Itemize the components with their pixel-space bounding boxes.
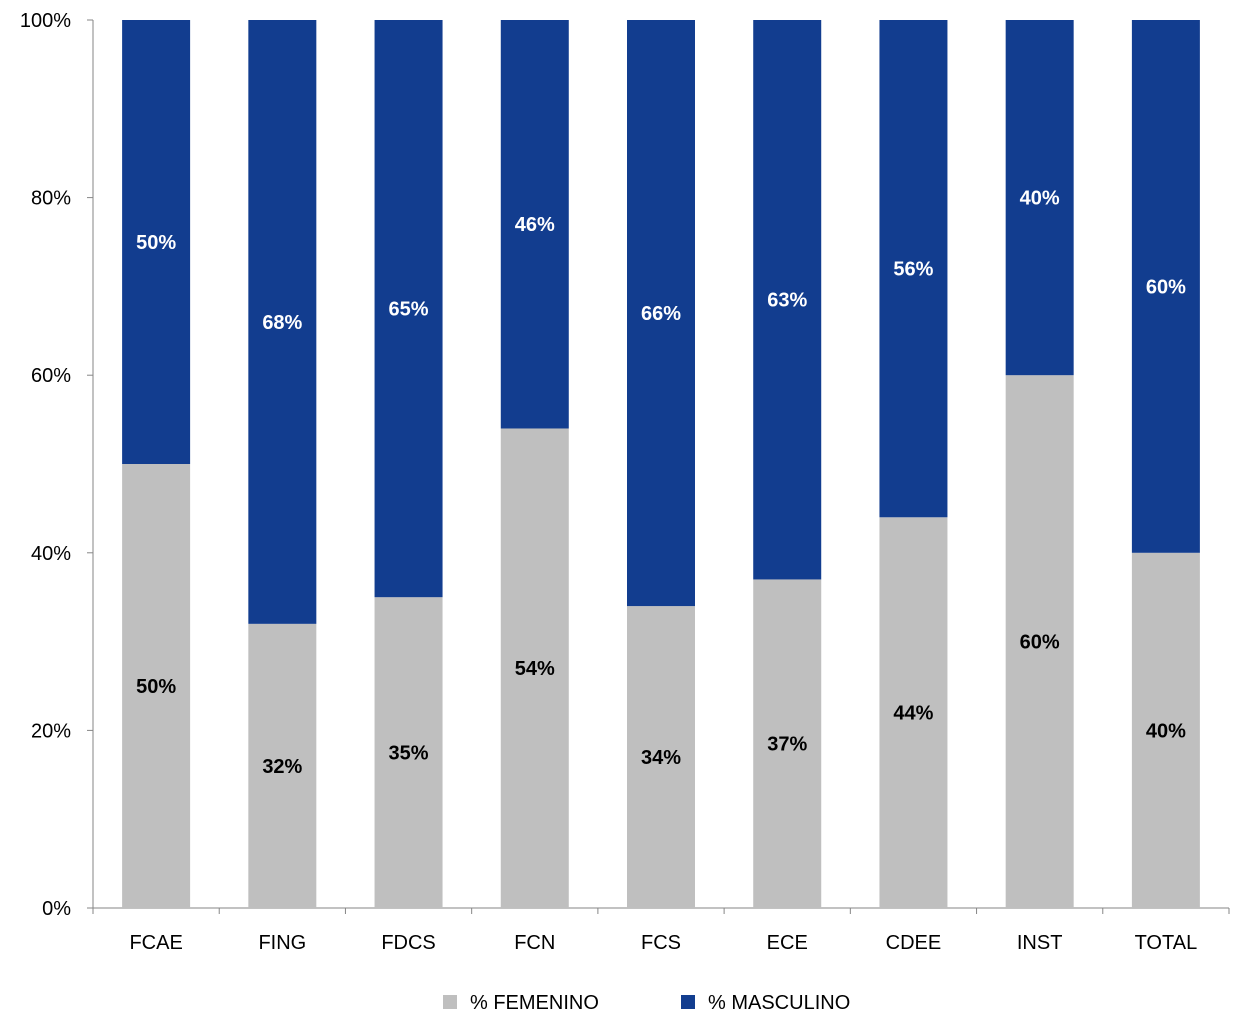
- y-tick-label: 100%: [20, 10, 71, 32]
- bar-segment-masculino: [627, 20, 695, 607]
- data-label: 35%: [389, 743, 429, 765]
- legend-label: % MASCULINO: [708, 992, 850, 1014]
- data-label: 66%: [641, 303, 681, 325]
- x-tick-label: FING: [258, 932, 306, 954]
- bar-segment-masculino: [500, 20, 569, 429]
- y-tick-label: 0%: [42, 898, 71, 920]
- bar-segment-masculino: [374, 20, 443, 598]
- data-label: 44%: [893, 703, 933, 725]
- bar-segment-femenino: [879, 517, 948, 908]
- data-label: 56%: [893, 259, 933, 281]
- bar-segment-masculino: [248, 20, 317, 624]
- x-tick-label: TOTAL: [1135, 932, 1198, 954]
- data-label: 54%: [515, 658, 555, 680]
- bar-segment-masculino: [1005, 20, 1074, 376]
- data-label: 60%: [1020, 632, 1060, 654]
- data-label: 46%: [515, 214, 555, 236]
- y-tick-label: 40%: [31, 543, 71, 565]
- bar-segment-femenino: [122, 464, 191, 908]
- x-tick-label: FCN: [514, 932, 555, 954]
- data-label: 68%: [262, 312, 302, 334]
- data-label: 40%: [1020, 188, 1060, 210]
- bar-segment-femenino: [374, 597, 443, 908]
- legend-swatch: [681, 995, 695, 1009]
- bar-segment-femenino: [627, 606, 695, 908]
- data-label: 40%: [1146, 720, 1186, 742]
- bar-segment-masculino: [879, 20, 948, 518]
- bar-segment-femenino: [248, 623, 317, 908]
- bar-segment-masculino: [753, 20, 822, 580]
- x-tick-label: CDEE: [886, 932, 942, 954]
- data-label: 37%: [767, 734, 807, 756]
- bar-segment-femenino: [753, 579, 822, 908]
- data-label: 34%: [641, 747, 681, 769]
- data-labels-group: 50% 50% 32% 68% 35% 65% 54% 46% 34% 66% 37% 63% 44% 5…: [136, 188, 1186, 778]
- x-tick-label: ECE: [767, 932, 808, 954]
- legend-swatch: [443, 995, 457, 1009]
- axes-group: 0% 20% 40% 60% 80% 100% FCAE FING FDCS FCN FCS ECE C…: [20, 10, 1230, 954]
- bars-group: [122, 20, 1200, 908]
- data-label: 63%: [767, 290, 807, 312]
- bar-segment-femenino: [500, 428, 569, 908]
- bar-segment-masculino: [122, 20, 191, 464]
- bar-segment-masculino: [1131, 20, 1200, 553]
- y-tick-label: 80%: [31, 188, 71, 210]
- bar-segment-femenino: [1131, 552, 1200, 908]
- x-tick-label: FCAE: [129, 932, 182, 954]
- bar-segment-femenino: [1005, 375, 1074, 908]
- y-tick-label: 60%: [31, 365, 71, 387]
- legend: % FEMENINO % MASCULINO: [443, 992, 850, 1014]
- x-tick-label: FCS: [641, 932, 681, 954]
- x-tick-label: FDCS: [381, 932, 435, 954]
- x-tick-label: INST: [1017, 932, 1063, 954]
- data-label: 50%: [136, 676, 176, 698]
- data-label: 50%: [136, 232, 176, 254]
- y-tick-label: 20%: [31, 720, 71, 742]
- data-label: 65%: [389, 299, 429, 321]
- data-label: 32%: [262, 756, 302, 778]
- legend-label: % FEMENINO: [470, 992, 599, 1014]
- data-label: 60%: [1146, 276, 1186, 298]
